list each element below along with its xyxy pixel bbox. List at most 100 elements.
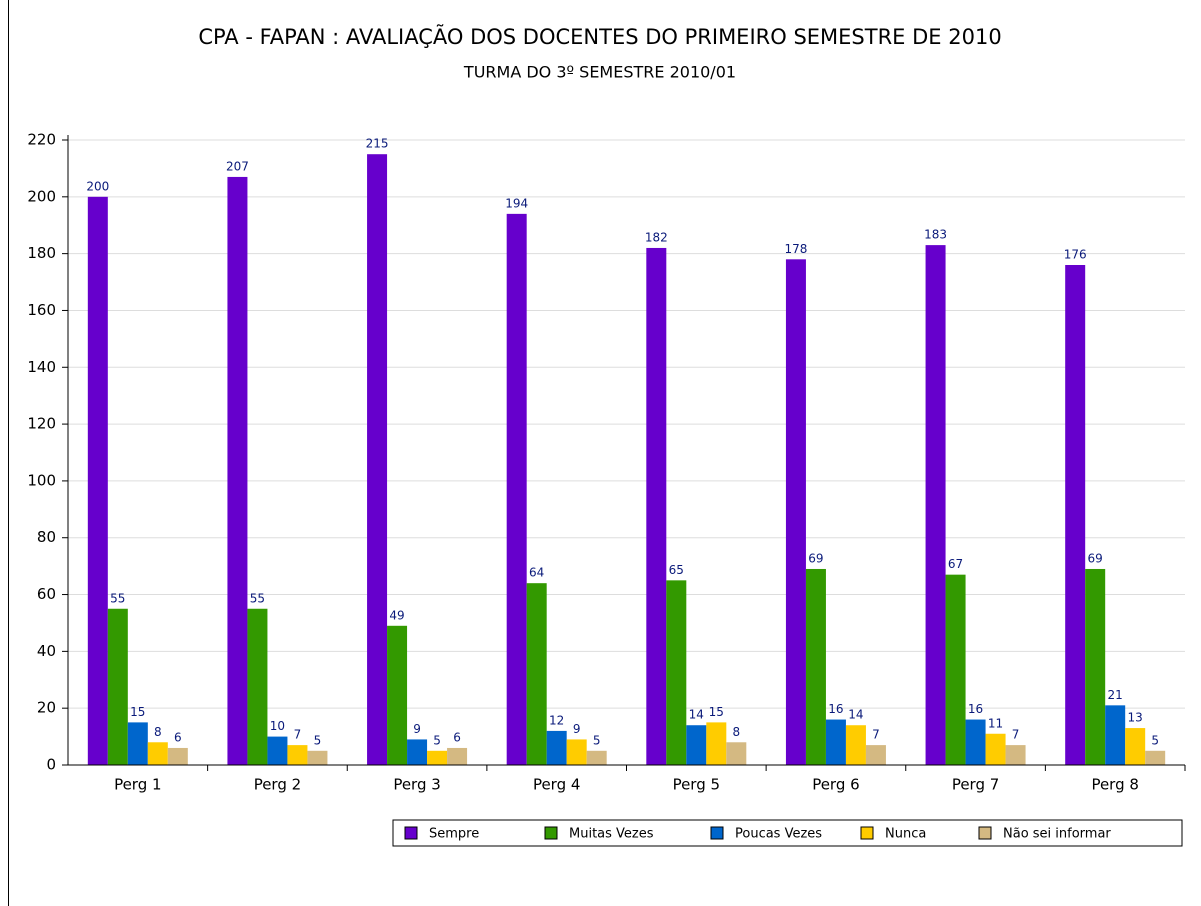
- y-tick-label: 160: [27, 301, 56, 319]
- bar: [447, 747, 468, 765]
- bar: [107, 608, 128, 765]
- y-tick-label: 20: [37, 699, 56, 717]
- y-tick-label: 40: [37, 642, 56, 660]
- legend-swatch: [544, 826, 558, 840]
- value-label: 12: [549, 713, 564, 727]
- y-tick-label: 80: [37, 528, 56, 546]
- value-label: 16: [828, 702, 843, 716]
- bar: [805, 568, 826, 765]
- value-label: 7: [1012, 728, 1020, 742]
- bar: [1125, 728, 1146, 765]
- x-tick-label: Perg 3: [393, 776, 440, 794]
- value-label: 5: [1151, 733, 1159, 747]
- value-label: 65: [669, 563, 684, 577]
- value-label: 69: [1088, 551, 1103, 565]
- value-label: 9: [413, 722, 421, 736]
- y-tick-label: 220: [27, 131, 56, 149]
- bar: [427, 750, 448, 765]
- value-label: 55: [250, 591, 265, 605]
- value-label: 67: [948, 557, 963, 571]
- value-label: 178: [784, 242, 807, 256]
- value-label: 8: [732, 725, 740, 739]
- value-label: 14: [848, 708, 863, 722]
- value-label: 55: [110, 591, 125, 605]
- x-tick-label: Perg 4: [533, 776, 580, 794]
- legend-swatch: [860, 826, 874, 840]
- bar: [506, 213, 527, 765]
- legend-box: [392, 819, 1183, 847]
- value-label: 5: [433, 733, 441, 747]
- bar: [1145, 750, 1166, 765]
- value-label: 207: [226, 159, 249, 173]
- value-label: 11: [988, 716, 1003, 730]
- bar: [227, 176, 248, 765]
- chart-subtitle: TURMA DO 3º SEMESTRE 2010/01: [463, 63, 736, 82]
- x-tick-label: Perg 7: [952, 776, 999, 794]
- y-tick-label: 180: [27, 244, 56, 262]
- bar: [147, 742, 168, 765]
- bar: [287, 745, 308, 765]
- bar: [1065, 265, 1086, 765]
- bar: [1005, 745, 1026, 765]
- bar: [566, 739, 587, 765]
- bar: [845, 725, 866, 765]
- y-tick-label: 0: [46, 756, 56, 774]
- bar: [965, 719, 986, 765]
- value-label: 6: [174, 730, 182, 744]
- x-tick-label: Perg 2: [254, 776, 301, 794]
- x-tick-label: Perg 1: [114, 776, 161, 794]
- y-tick-label: 100: [27, 471, 56, 489]
- bar: [785, 259, 806, 765]
- y-tick-label: 120: [27, 415, 56, 433]
- bar: [945, 574, 966, 765]
- legend-label: Muitas Vezes: [569, 827, 654, 842]
- bar: [825, 719, 846, 765]
- x-tick-label: Perg 6: [812, 776, 859, 794]
- value-label: 5: [593, 733, 601, 747]
- bar: [706, 722, 727, 765]
- legend-label: Nunca: [885, 827, 926, 842]
- bar: [865, 745, 886, 765]
- y-tick-label: 200: [27, 187, 56, 205]
- y-tick-label: 60: [37, 585, 56, 603]
- bar: [87, 196, 108, 765]
- bar: [726, 742, 747, 765]
- legend-swatch: [404, 826, 418, 840]
- legend-label: Não sei informar: [1003, 827, 1111, 842]
- bar: [167, 747, 188, 765]
- value-label: 183: [924, 228, 947, 242]
- chart-title: CPA - FAPAN : AVALIAÇÃO DOS DOCENTES DO …: [198, 23, 1001, 49]
- value-label: 21: [1108, 688, 1123, 702]
- legend-swatch: [710, 826, 724, 840]
- value-label: 49: [389, 608, 404, 622]
- bar: [1085, 568, 1106, 765]
- bar: [586, 750, 607, 765]
- value-label: 10: [270, 719, 285, 733]
- legend-swatch: [978, 826, 992, 840]
- value-label: 6: [453, 730, 461, 744]
- value-label: 5: [314, 733, 322, 747]
- bar: [367, 154, 388, 766]
- bar: [666, 580, 687, 765]
- bar: [526, 583, 547, 765]
- value-label: 7: [872, 728, 880, 742]
- bar: [1105, 705, 1126, 765]
- bar: [407, 739, 428, 765]
- value-label: 200: [86, 179, 109, 193]
- value-label: 15: [130, 705, 145, 719]
- bar: [646, 247, 667, 766]
- bar: [307, 750, 328, 765]
- value-label: 9: [573, 722, 581, 736]
- legend-label: Poucas Vezes: [735, 827, 822, 842]
- bar: [925, 245, 946, 765]
- value-label: 13: [1128, 711, 1143, 725]
- bar: [387, 625, 408, 765]
- value-label: 8: [154, 725, 162, 739]
- value-label: 7: [294, 728, 302, 742]
- value-label: 215: [366, 137, 389, 151]
- value-label: 182: [645, 230, 668, 244]
- value-label: 69: [808, 551, 823, 565]
- value-label: 64: [529, 566, 544, 580]
